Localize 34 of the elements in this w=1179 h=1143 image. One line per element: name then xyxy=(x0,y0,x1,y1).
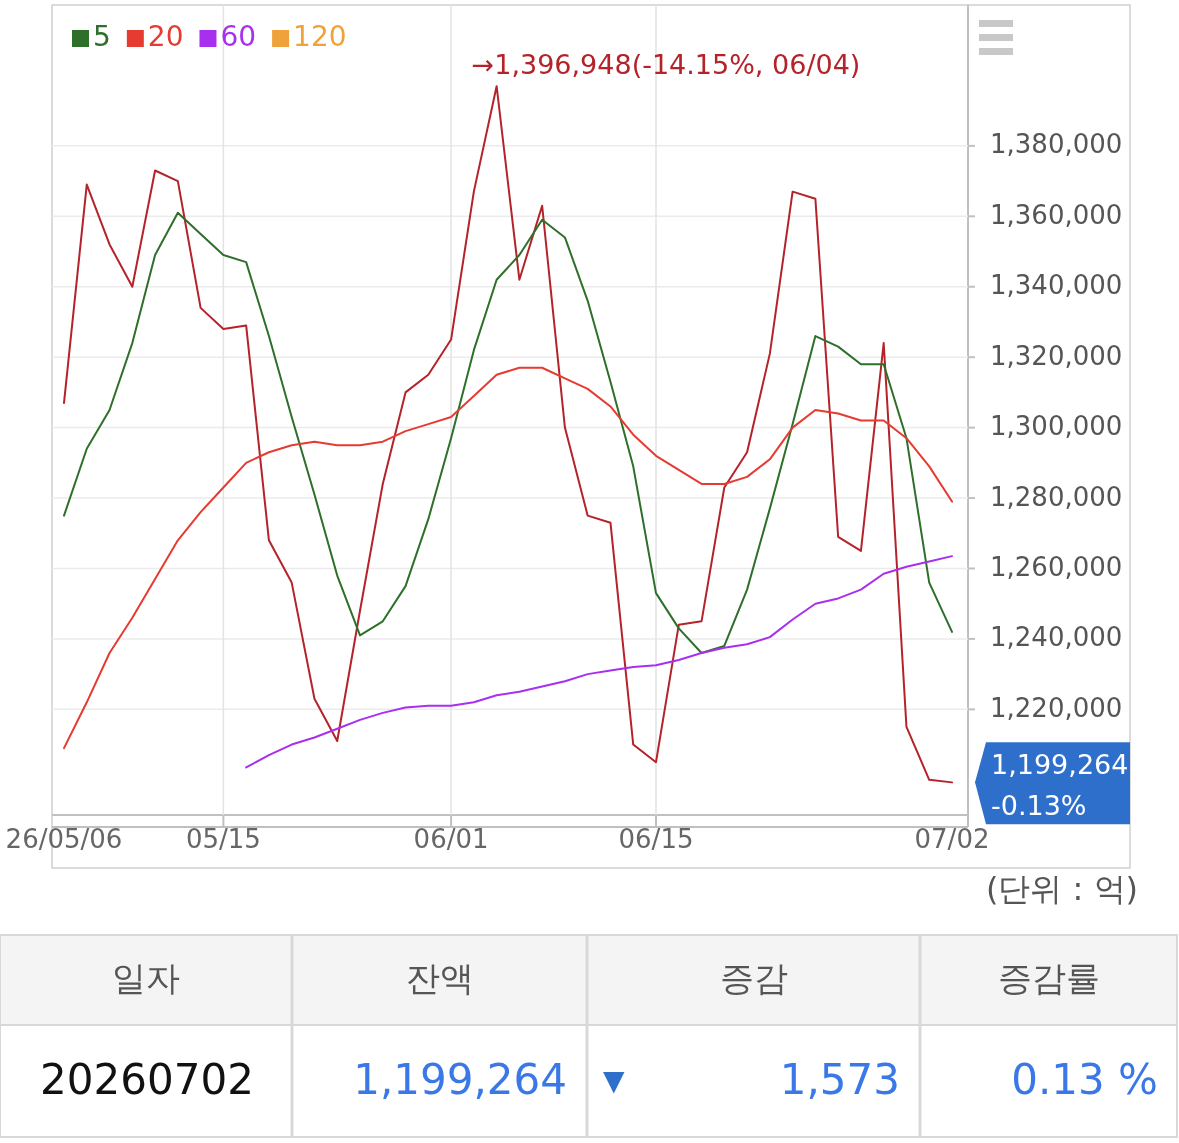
category-label: 증감률 xyxy=(997,957,1100,998)
text: 1,199,264 -0.13% xyxy=(991,748,1129,821)
category-label: 증감 xyxy=(719,957,788,998)
line-series xyxy=(63,85,953,784)
y-tick-label: 1,300,000 xyxy=(990,411,1123,442)
y-tick-label: 1,260,000 xyxy=(990,551,1123,582)
y-tick-label: 1,320,000 xyxy=(990,340,1123,371)
y-tick-label: 1,240,000 xyxy=(990,622,1123,653)
y-tick-label: 1,340,000 xyxy=(990,270,1123,301)
category-label: 일자 xyxy=(112,957,180,998)
category-label: 잔액 xyxy=(405,957,474,998)
x-tick-label: 26/05/06 xyxy=(5,824,123,854)
legend-label: 5 xyxy=(93,20,111,53)
x-tick-label: 06/15 xyxy=(618,824,694,854)
line-series xyxy=(63,366,953,750)
annotation: →1,396,948(-14.15%, 06/04) xyxy=(471,49,861,81)
line-series xyxy=(245,555,953,769)
text: 20260702 xyxy=(40,1054,254,1104)
text: 1,573 xyxy=(779,1054,900,1104)
legend-label: 20 xyxy=(147,20,184,53)
x-tick-label: 07/02 xyxy=(914,824,990,854)
x-tick-label: 05/15 xyxy=(185,824,261,854)
line-series xyxy=(63,211,953,654)
x-tick-label: 06/01 xyxy=(413,824,489,854)
text: (단위 : 억) xyxy=(985,870,1138,908)
text: 0.13 % xyxy=(1011,1054,1158,1104)
y-tick-label: 1,380,000 xyxy=(990,129,1123,160)
y-tick-label: 1,220,000 xyxy=(990,692,1123,723)
y-tick-label: 1,280,000 xyxy=(990,481,1123,512)
legend-label: 60 xyxy=(220,20,257,53)
text: ▼ xyxy=(603,1064,625,1097)
legend-label: 120 xyxy=(293,20,347,53)
y-tick-label: 1,360,000 xyxy=(990,199,1123,230)
text: 1,199,264 xyxy=(353,1054,567,1104)
